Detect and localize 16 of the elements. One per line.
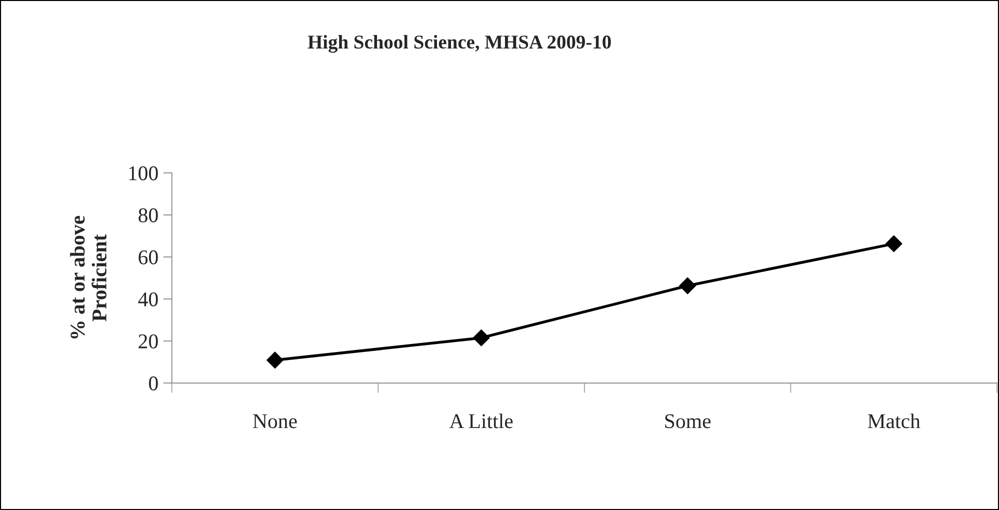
x-tick-label: None [253,414,297,428]
point [472,329,490,346]
y-tick-label: 80 [138,208,158,222]
chart-title: High School Science, MHSA 2009-10 [308,34,611,53]
y-tick-label: 40 [138,292,158,306]
y-tick-label: 100 [129,166,158,180]
y-tick-label: 20 [138,334,158,348]
point [679,277,696,294]
point [266,352,284,368]
y-axis-title: % at or above Proficient [70,216,106,338]
x-tick-label: Some [665,414,711,428]
y-tick-label: 0 [149,376,158,390]
point [885,235,902,252]
x-tick-label: A Little [449,414,513,428]
x-tick-label: Match [868,414,920,428]
y-tick-label: 60 [138,250,158,264]
